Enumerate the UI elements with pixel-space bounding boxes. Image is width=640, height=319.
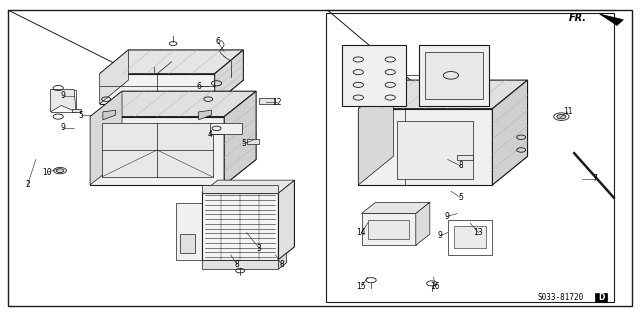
Text: 16: 16 xyxy=(430,282,440,291)
Polygon shape xyxy=(419,45,489,106)
Polygon shape xyxy=(202,260,278,269)
Text: 2: 2 xyxy=(25,181,30,189)
Text: 9: 9 xyxy=(61,92,66,100)
Text: 8: 8 xyxy=(458,161,463,170)
Polygon shape xyxy=(90,117,224,185)
Polygon shape xyxy=(458,155,473,160)
Text: 3: 3 xyxy=(257,244,262,253)
Text: FR.: FR. xyxy=(569,13,587,24)
Polygon shape xyxy=(90,160,256,185)
Polygon shape xyxy=(179,234,195,253)
Text: 11: 11 xyxy=(563,108,573,116)
Circle shape xyxy=(557,115,566,119)
Polygon shape xyxy=(90,91,256,117)
Polygon shape xyxy=(224,91,256,185)
Text: 6: 6 xyxy=(216,38,220,47)
Polygon shape xyxy=(202,193,278,260)
Polygon shape xyxy=(202,180,294,193)
Polygon shape xyxy=(492,80,527,185)
Bar xyxy=(595,293,607,302)
Text: 5: 5 xyxy=(458,193,463,202)
Polygon shape xyxy=(246,139,259,144)
Text: 8: 8 xyxy=(235,260,239,269)
Polygon shape xyxy=(358,80,394,185)
Text: 15: 15 xyxy=(356,282,366,291)
Polygon shape xyxy=(202,185,278,193)
Polygon shape xyxy=(51,90,76,112)
Polygon shape xyxy=(362,213,416,245)
Polygon shape xyxy=(358,80,527,109)
Text: D: D xyxy=(598,293,604,302)
Polygon shape xyxy=(342,45,406,106)
Text: S033-81720: S033-81720 xyxy=(537,293,584,302)
Polygon shape xyxy=(358,109,492,185)
Text: 9: 9 xyxy=(61,123,66,132)
Polygon shape xyxy=(259,98,274,104)
Polygon shape xyxy=(100,50,129,104)
Text: 6: 6 xyxy=(196,82,201,91)
Polygon shape xyxy=(176,203,202,260)
Text: 13: 13 xyxy=(474,228,483,237)
Polygon shape xyxy=(103,110,116,120)
Polygon shape xyxy=(416,202,430,245)
Text: 7: 7 xyxy=(592,174,597,183)
Polygon shape xyxy=(72,109,81,112)
Polygon shape xyxy=(397,122,473,179)
Text: 9: 9 xyxy=(438,231,442,240)
Text: 5: 5 xyxy=(241,139,246,148)
Polygon shape xyxy=(214,50,243,104)
Polygon shape xyxy=(210,123,242,134)
Polygon shape xyxy=(362,202,430,213)
Polygon shape xyxy=(368,220,410,239)
Polygon shape xyxy=(198,110,211,120)
Text: 4: 4 xyxy=(208,130,212,138)
Text: 12: 12 xyxy=(272,98,282,107)
Polygon shape xyxy=(90,91,122,185)
Text: 14: 14 xyxy=(356,228,366,237)
Text: 5: 5 xyxy=(79,111,84,120)
Polygon shape xyxy=(600,14,623,26)
Polygon shape xyxy=(100,74,214,104)
Polygon shape xyxy=(100,80,243,104)
Text: 10: 10 xyxy=(42,168,52,177)
Polygon shape xyxy=(358,156,527,185)
Polygon shape xyxy=(278,180,294,260)
Polygon shape xyxy=(100,50,243,74)
Text: 9: 9 xyxy=(444,212,449,221)
Polygon shape xyxy=(426,51,483,99)
Polygon shape xyxy=(278,253,287,269)
Circle shape xyxy=(56,169,64,173)
Polygon shape xyxy=(454,226,486,249)
Bar xyxy=(326,13,614,302)
Polygon shape xyxy=(102,123,212,177)
Text: 8: 8 xyxy=(279,260,284,269)
